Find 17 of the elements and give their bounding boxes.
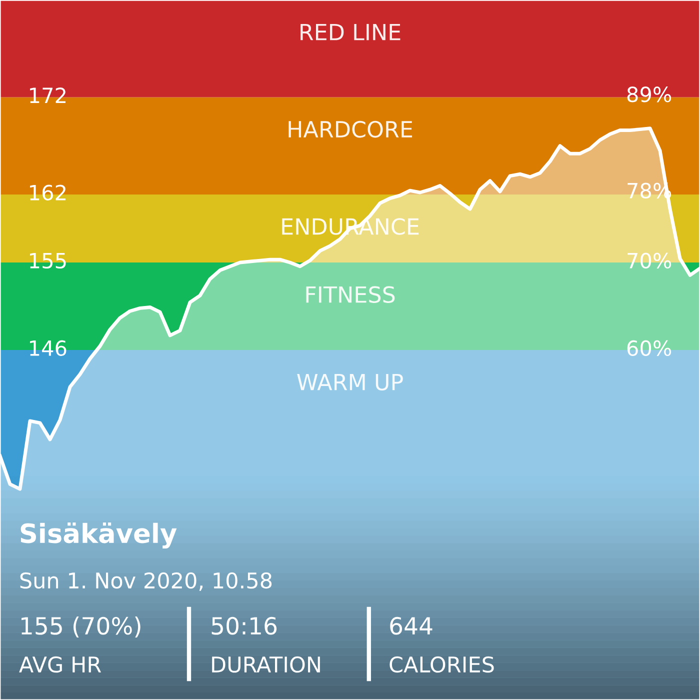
y-tick-label: 146	[30, 340, 66, 356]
text: Sun 1. Nov 2020, 10.58	[20, 572, 272, 591]
band-label: RED LINE	[300, 24, 400, 40]
band-label: HARDCORE	[288, 120, 412, 138]
annotation: AVG HR	[19, 656, 102, 673]
y-tick-label: 162	[30, 184, 66, 200]
band-label: WARM UP	[297, 374, 403, 390]
annotation: 50:16	[212, 616, 277, 635]
y2-tick-label: 60%	[627, 340, 672, 356]
y-tick-label: 172	[30, 88, 66, 103]
annotation: 644	[390, 616, 432, 635]
annotation: 155 (70%)	[21, 616, 140, 638]
text: Sisäkävely	[20, 522, 177, 549]
y2-tick-label: 89%	[627, 86, 672, 102]
annotation: CALORIES	[390, 656, 494, 673]
band-label: FITNESS	[306, 286, 395, 303]
annotation: DURATION	[212, 656, 320, 673]
